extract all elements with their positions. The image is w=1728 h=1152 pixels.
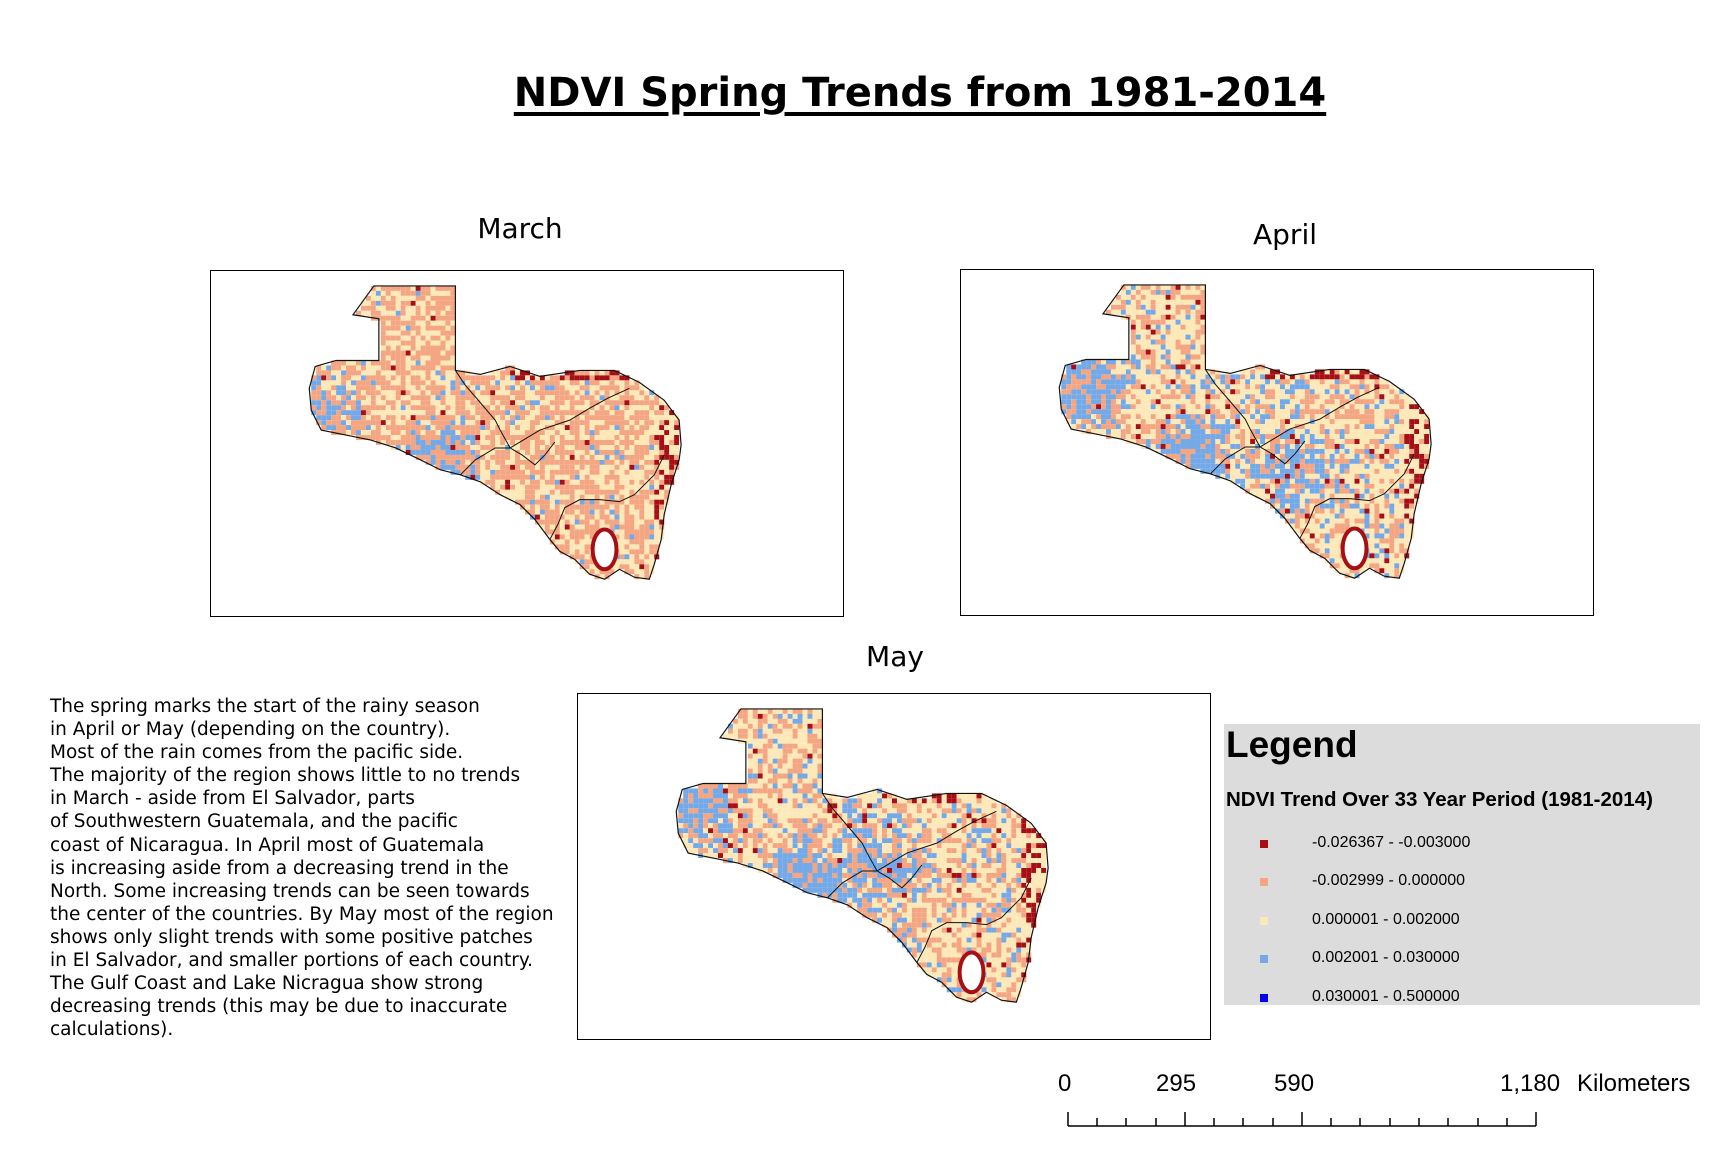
description-line: in March - aside from El Salvador, parts bbox=[50, 788, 415, 810]
description-line: shows only slight trends with some posit… bbox=[50, 926, 533, 948]
map-label-may: May bbox=[866, 640, 924, 673]
description-line: The Gulf Coast and Lake Nicragua show st… bbox=[50, 973, 484, 995]
description-line: North. Some increasing trends can be see… bbox=[50, 880, 530, 902]
description-line: The majority of the region shows little … bbox=[50, 765, 521, 787]
legend-item-label: 0.002001 - 0.030000 bbox=[1312, 949, 1460, 966]
legend-swatch bbox=[1260, 840, 1268, 848]
legend-item-label: -0.002999 - 0.000000 bbox=[1312, 872, 1466, 889]
description-line: Most of the rain comes from the pacific … bbox=[50, 742, 464, 764]
map-label-april: April bbox=[1253, 218, 1317, 251]
map-frame-may bbox=[577, 693, 1211, 1040]
map-label-march: March bbox=[477, 212, 563, 245]
legend-swatch bbox=[1260, 917, 1268, 925]
map-frame-april bbox=[960, 269, 1594, 616]
legend-item-label: 0.000001 - 0.002000 bbox=[1312, 911, 1460, 928]
map-april bbox=[1058, 284, 1432, 579]
scale-bar-graphic bbox=[1067, 1112, 1537, 1127]
scale-tick-label: 590 bbox=[1274, 1070, 1315, 1097]
description-line: coast of Nicaragua. In April most of Gua… bbox=[50, 834, 485, 856]
description-line: calculations). bbox=[50, 1019, 174, 1041]
description-line: of Southwestern Guatemala, and the pacif… bbox=[50, 811, 458, 833]
scale-tick-label: 295 bbox=[1156, 1070, 1197, 1097]
legend-subtitle: NDVI Trend Over 33 Year Period (1981-201… bbox=[1226, 788, 1653, 811]
scale-tick-label: 0 bbox=[1058, 1070, 1072, 1097]
scale-bar: 0 295 590 1,180 Kilometers bbox=[1050, 1070, 1690, 1130]
description-line: decreasing trends (this may be due to in… bbox=[50, 996, 508, 1018]
legend-item-label: -0.026367 - -0.003000 bbox=[1312, 834, 1471, 851]
legend-swatch bbox=[1260, 994, 1268, 1002]
legend-swatch bbox=[1260, 955, 1268, 963]
description-text: The spring marks the start of the rainy … bbox=[50, 695, 570, 1041]
scale-unit-label: Kilometers bbox=[1577, 1070, 1691, 1097]
legend-item-label: 0.030001 - 0.500000 bbox=[1312, 988, 1460, 1005]
description-line: is increasing aside from a decreasing tr… bbox=[50, 857, 509, 879]
map-frame-march bbox=[210, 270, 844, 617]
map-may bbox=[675, 708, 1049, 1003]
legend-title: Legend bbox=[1226, 724, 1358, 765]
description-line: The spring marks the start of the rainy … bbox=[50, 696, 480, 717]
scale-tick-label: 1,180 bbox=[1500, 1070, 1561, 1097]
description-line: in April or May (depending on the countr… bbox=[50, 719, 451, 741]
map-march bbox=[308, 285, 682, 580]
description-line: in El Salvador, and smaller portions of … bbox=[50, 950, 534, 972]
description-line: the center of the countries. By May most… bbox=[50, 903, 554, 925]
legend-swatch bbox=[1260, 878, 1268, 886]
page-title: NDVI Spring Trends from 1981-2014 bbox=[513, 70, 1327, 116]
legend: Legend NDVI Trend Over 33 Year Period (1… bbox=[1224, 724, 1700, 1005]
